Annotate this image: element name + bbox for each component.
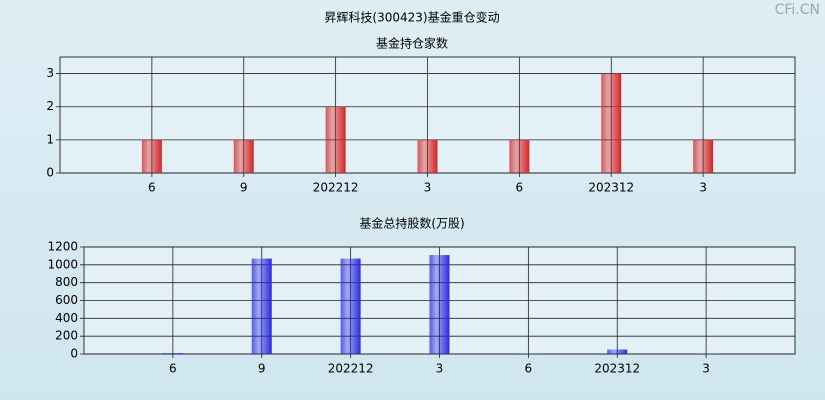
y-tick-label: 400 <box>55 311 78 325</box>
y-tick-label: 600 <box>55 293 78 307</box>
bar <box>233 139 254 173</box>
bar <box>417 139 438 173</box>
watermark: CFi.CN <box>775 2 820 18</box>
y-tick-label: 3 <box>46 66 54 80</box>
bar <box>607 349 628 354</box>
x-tick-label: 202312 <box>594 362 640 376</box>
x-tick-label: 3 <box>436 362 444 376</box>
y-tick-label: 2 <box>46 99 54 113</box>
chart-title: 基金持仓家数 <box>376 36 448 51</box>
y-tick-label: 1 <box>46 132 54 146</box>
y-tick-label: 0 <box>46 166 54 180</box>
chart-title: 基金总持股数(万股) <box>359 216 464 231</box>
y-tick-label: 1200 <box>47 240 78 254</box>
bar <box>340 258 361 354</box>
x-tick-label: 6 <box>148 181 156 195</box>
y-tick-label: 200 <box>55 329 78 343</box>
y-tick-label: 0 <box>70 347 78 361</box>
x-tick-label: 9 <box>258 362 266 376</box>
x-tick-label: 9 <box>240 181 248 195</box>
page-title: 昇辉科技(300423)基金重仓变动 <box>324 10 499 25</box>
bar <box>693 139 714 173</box>
x-tick-label: 6 <box>516 181 524 195</box>
x-tick-label: 202212 <box>328 362 374 376</box>
x-tick-label: 3 <box>702 362 710 376</box>
bar <box>601 73 622 173</box>
bar <box>509 139 530 173</box>
x-tick-label: 3 <box>699 181 707 195</box>
x-tick-label: 202312 <box>588 181 634 195</box>
bar <box>429 255 450 354</box>
bar <box>141 139 162 173</box>
y-tick-label: 800 <box>55 275 78 289</box>
y-tick-label: 1000 <box>47 257 78 271</box>
x-tick-label: 6 <box>169 362 177 376</box>
bar <box>251 258 272 354</box>
x-tick-label: 6 <box>525 362 533 376</box>
bar <box>162 353 183 354</box>
x-tick-label: 3 <box>424 181 432 195</box>
bar <box>325 106 346 173</box>
x-tick-label: 202212 <box>313 181 359 195</box>
